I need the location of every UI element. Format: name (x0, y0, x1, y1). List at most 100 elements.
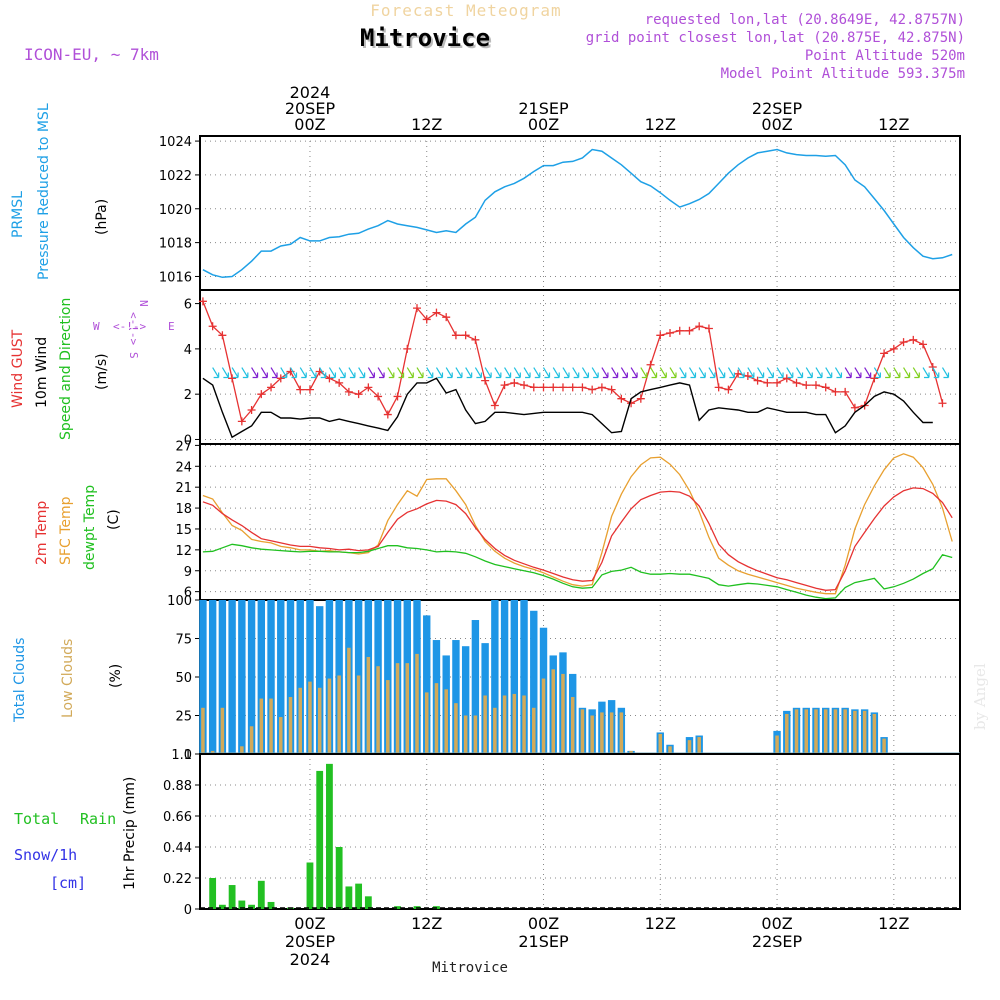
total-cloud-bar (510, 600, 519, 754)
wind-dir-arrow (523, 367, 531, 379)
low-cloud-bar (415, 653, 419, 754)
total-cloud-bar (315, 606, 324, 754)
wind10m-line (202, 377, 933, 439)
point-altitude: Point Altitude 520m (805, 48, 965, 64)
rain-bar (267, 901, 275, 909)
wind-dir-arrow (445, 367, 453, 379)
wind-dir-arrow (718, 367, 726, 379)
low-cloud-bar (862, 710, 867, 754)
wind-dir-arrow (581, 367, 590, 379)
bottom-time-label: 00Z (761, 914, 792, 933)
gust-marker (374, 392, 383, 401)
gust-marker (413, 304, 422, 313)
precip-label-rain: Rain (80, 810, 116, 828)
gust-marker (607, 385, 616, 394)
cloud-label-low: Low Clouds (60, 639, 76, 718)
y-tick-label: 0 (184, 433, 192, 448)
rain-bar (306, 862, 314, 909)
wind-dir-arrow (542, 367, 551, 379)
compass-e: E (168, 320, 175, 333)
y-tick-label: 0.44 (163, 841, 192, 856)
wind-dir-arrow (873, 367, 881, 379)
low-cloud-bar (512, 693, 517, 754)
bottom-time-label: 12Z (878, 914, 909, 933)
wind-dir-arrow (679, 367, 687, 379)
gust-marker (267, 383, 276, 392)
location-title: Mitrovice (360, 24, 490, 52)
total-cloud-bar (296, 600, 304, 754)
wind-dir-arrow (825, 367, 833, 379)
total-cloud-bar (471, 620, 480, 754)
wind-dir-arrow (280, 367, 288, 379)
low-cloud-bar (240, 746, 244, 754)
wind-dir-arrow (231, 367, 239, 379)
forecast-title: Forecast Meteogram (370, 1, 561, 20)
gust-marker (763, 378, 772, 387)
rain-bar (326, 763, 333, 909)
rain-bar (209, 878, 217, 909)
precip-labels: Total Rain Snow/1h [cm] 1hr Precip (mm) (14, 777, 138, 892)
gust-marker (529, 383, 538, 392)
wind-dir-arrow (338, 367, 346, 379)
low-cloud-bar (785, 713, 789, 754)
y-tick-label: 1020 (159, 203, 192, 218)
top-time-label: 00Z (528, 115, 559, 134)
wind-dir-arrow (251, 367, 259, 379)
gust-marker (364, 383, 373, 392)
gust-marker (928, 363, 937, 371)
total-cloud-bar (286, 600, 295, 754)
gust-marker (481, 376, 490, 385)
wind-dir-arrow (932, 367, 940, 379)
gust-marker (938, 399, 947, 408)
gust-marker (841, 387, 850, 396)
wind-dir-arrow (805, 367, 813, 379)
bottom-time-label: 12Z (411, 914, 442, 933)
top-time-label: 2024 (290, 83, 331, 102)
low-cloud-bar (853, 710, 857, 754)
y-tick-label: 0.88 (163, 779, 192, 794)
low-cloud-bar (804, 709, 808, 754)
gust-marker (588, 385, 597, 394)
gust-marker (247, 406, 256, 415)
gust-marker (228, 374, 237, 383)
low-cloud-bar (580, 709, 585, 754)
gust-marker (753, 376, 762, 385)
rain-bar (345, 886, 353, 909)
bottom-time-label: 12Z (645, 914, 676, 933)
gust-marker (393, 392, 402, 401)
total-cloud-bar (306, 600, 314, 754)
low-cloud-bar (600, 712, 604, 754)
total-cloud-bar (267, 600, 275, 754)
pressure-line (202, 148, 953, 279)
top-time-label: 00Z (294, 115, 325, 134)
low-cloud-bar (424, 692, 429, 754)
wind-label-gust: Wind GUST (10, 329, 26, 408)
low-cloud-bar (473, 715, 478, 754)
gust-marker (257, 390, 266, 399)
low-cloud-bar (882, 738, 886, 754)
low-cloud-bar (872, 713, 877, 754)
wind-dir-arrow (435, 367, 444, 379)
gust-marker (218, 331, 227, 340)
low-cloud-bar (532, 707, 536, 754)
top-time-label: 12Z (878, 115, 909, 134)
gust-line (202, 301, 944, 423)
wind-dir-arrow (698, 367, 706, 379)
gust-marker (685, 326, 694, 335)
wind-dir-arrow (406, 367, 414, 379)
low-cloud-bar (210, 750, 215, 754)
wind-dir-arrow (309, 367, 317, 379)
bottom-time-label: 20SEP (285, 932, 336, 951)
low-cloud-bar (463, 715, 468, 754)
gust-marker (276, 374, 285, 383)
low-cloud-bar (551, 669, 555, 754)
dewpt-line (202, 543, 953, 600)
pressure-label-unit: (hPa) (94, 199, 110, 235)
credit: by Angel (971, 663, 989, 730)
wind-dir-arrow (212, 367, 220, 379)
wind-dir-arrow (299, 367, 307, 379)
grid-point: grid point closest lon,lat (20.875E, 42.… (586, 30, 965, 46)
y-tick-label: 15 (175, 523, 192, 538)
